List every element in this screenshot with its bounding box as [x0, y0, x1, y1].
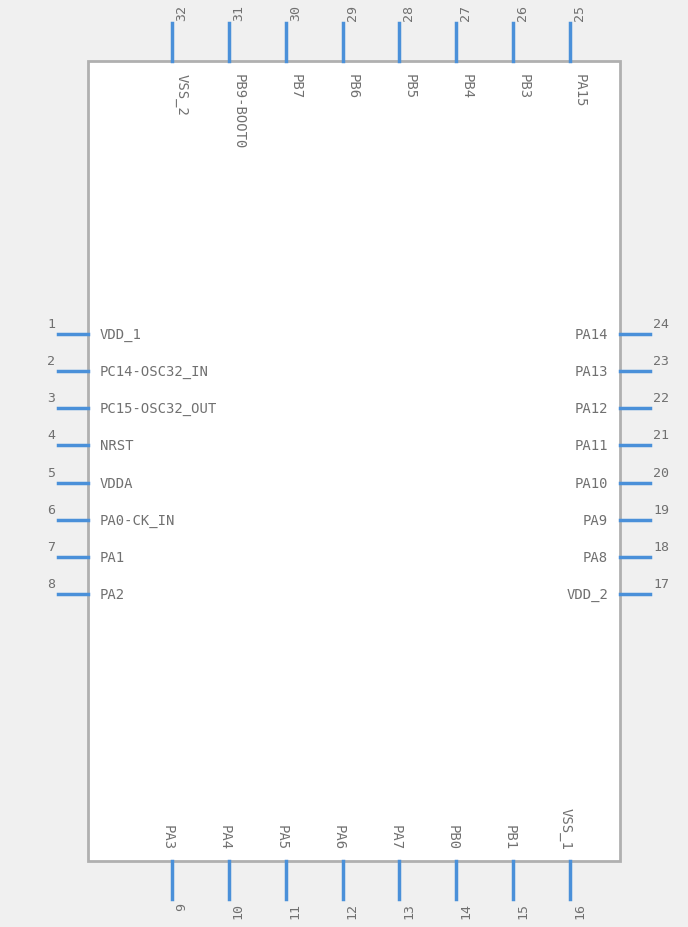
Text: PC14-OSC32_IN: PC14-OSC32_IN [100, 364, 209, 379]
Text: 15: 15 [516, 902, 529, 918]
Text: PB6: PB6 [345, 74, 360, 99]
Text: PA13: PA13 [574, 364, 608, 379]
Text: 5: 5 [47, 466, 55, 479]
Bar [88, 62, 620, 861]
Text: 26: 26 [516, 5, 529, 21]
Text: 14: 14 [460, 902, 472, 918]
Text: PB9-BOOT0: PB9-BOOT0 [232, 74, 246, 149]
Text: 27: 27 [460, 5, 472, 21]
Text: PB5: PB5 [402, 74, 416, 99]
Text: 21: 21 [653, 429, 669, 442]
Text: VDDA: VDDA [100, 476, 133, 490]
Text: 10: 10 [232, 902, 245, 918]
Text: PA8: PA8 [583, 551, 608, 565]
Text: 13: 13 [402, 902, 416, 918]
Text: PA0-CK_IN: PA0-CK_IN [100, 514, 175, 527]
Text: 16: 16 [573, 902, 586, 918]
Text: 1: 1 [47, 318, 55, 331]
Text: NRST: NRST [100, 439, 133, 453]
Text: VSS_1: VSS_1 [559, 807, 573, 849]
Text: PA11: PA11 [574, 439, 608, 453]
Text: 25: 25 [573, 5, 586, 21]
Text: PA3: PA3 [161, 824, 175, 849]
Text: PA9: PA9 [583, 514, 608, 527]
Text: 8: 8 [47, 578, 55, 590]
Text: PA12: PA12 [574, 401, 608, 416]
Text: PB0: PB0 [445, 824, 460, 849]
Text: PA5: PA5 [275, 824, 289, 849]
Text: 7: 7 [47, 540, 55, 553]
Text: 3: 3 [47, 392, 55, 405]
Text: 29: 29 [345, 5, 358, 21]
Text: 17: 17 [653, 578, 669, 590]
Text: PA1: PA1 [100, 551, 125, 565]
Text: PB4: PB4 [460, 74, 473, 99]
Text: 24: 24 [653, 318, 669, 331]
Text: 6: 6 [47, 503, 55, 516]
Text: VDD_1: VDD_1 [100, 327, 142, 342]
Text: 12: 12 [345, 902, 358, 918]
Text: PA10: PA10 [574, 476, 608, 490]
Text: 2: 2 [47, 355, 55, 368]
Text: 9: 9 [175, 902, 188, 910]
Text: 20: 20 [653, 466, 669, 479]
Text: PC15-OSC32_OUT: PC15-OSC32_OUT [100, 401, 217, 416]
Text: PB7: PB7 [289, 74, 303, 99]
Text: 4: 4 [47, 429, 55, 442]
Text: 22: 22 [653, 392, 669, 405]
Text: PA4: PA4 [218, 824, 232, 849]
Text: 32: 32 [175, 5, 188, 21]
Text: 19: 19 [653, 503, 669, 516]
Text: 30: 30 [289, 5, 302, 21]
Text: 23: 23 [653, 355, 669, 368]
Text: 31: 31 [232, 5, 245, 21]
Text: 11: 11 [289, 902, 302, 918]
Text: PB3: PB3 [516, 74, 530, 99]
Text: PA2: PA2 [100, 588, 125, 602]
Text: PA7: PA7 [389, 824, 402, 849]
Text: 18: 18 [653, 540, 669, 553]
Text: 28: 28 [402, 5, 416, 21]
Text: PA14: PA14 [574, 327, 608, 342]
Text: VSS_2: VSS_2 [175, 74, 189, 116]
Text: PA6: PA6 [332, 824, 345, 849]
Text: PB1: PB1 [502, 824, 516, 849]
Text: VDD_2: VDD_2 [566, 588, 608, 602]
Text: PA15: PA15 [573, 74, 587, 108]
